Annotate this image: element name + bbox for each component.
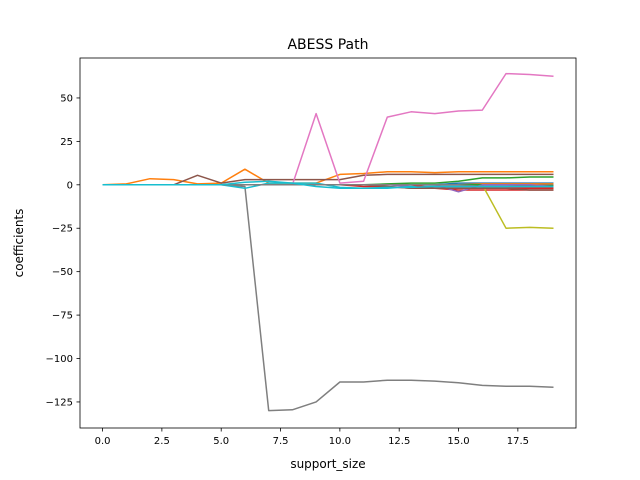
- x-tick-label: 15.0: [447, 436, 469, 447]
- series-line-18: [102, 180, 554, 190]
- y-tick-label: −25: [52, 224, 73, 235]
- series-line-6: [102, 173, 554, 186]
- y-tick-label: 50: [60, 93, 73, 104]
- y-tick-label: −125: [46, 397, 73, 408]
- y-axis-ticks: 50 25 0 −25 −50 −75 −100 −125: [46, 93, 80, 408]
- x-tick-label: 7.5: [273, 436, 289, 447]
- x-axis-ticks: 0.0 2.5 5.0 7.5 10.0 12.5 15.0 17.5: [95, 428, 529, 447]
- y-tick-label: −50: [52, 267, 73, 278]
- x-tick-label: 12.5: [388, 436, 410, 447]
- x-tick-label: 5.0: [213, 436, 229, 447]
- y-tick-label: −75: [52, 311, 73, 322]
- x-tick-label: 10.0: [329, 436, 351, 447]
- chart-title: ABESS Path: [287, 37, 368, 53]
- x-tick-label: 0.0: [95, 436, 111, 447]
- y-axis-label: coefficients: [12, 209, 26, 278]
- plot-lines: [102, 72, 554, 412]
- x-tick-label: 17.5: [507, 436, 529, 447]
- plot-frame: [79, 57, 577, 429]
- y-tick-label: 25: [60, 137, 73, 148]
- series-line-2: [102, 168, 554, 186]
- y-tick-label: −100: [46, 354, 73, 365]
- y-tick-label: 0: [67, 180, 73, 191]
- x-tick-label: 2.5: [154, 436, 170, 447]
- x-axis-label: support_size: [290, 457, 365, 471]
